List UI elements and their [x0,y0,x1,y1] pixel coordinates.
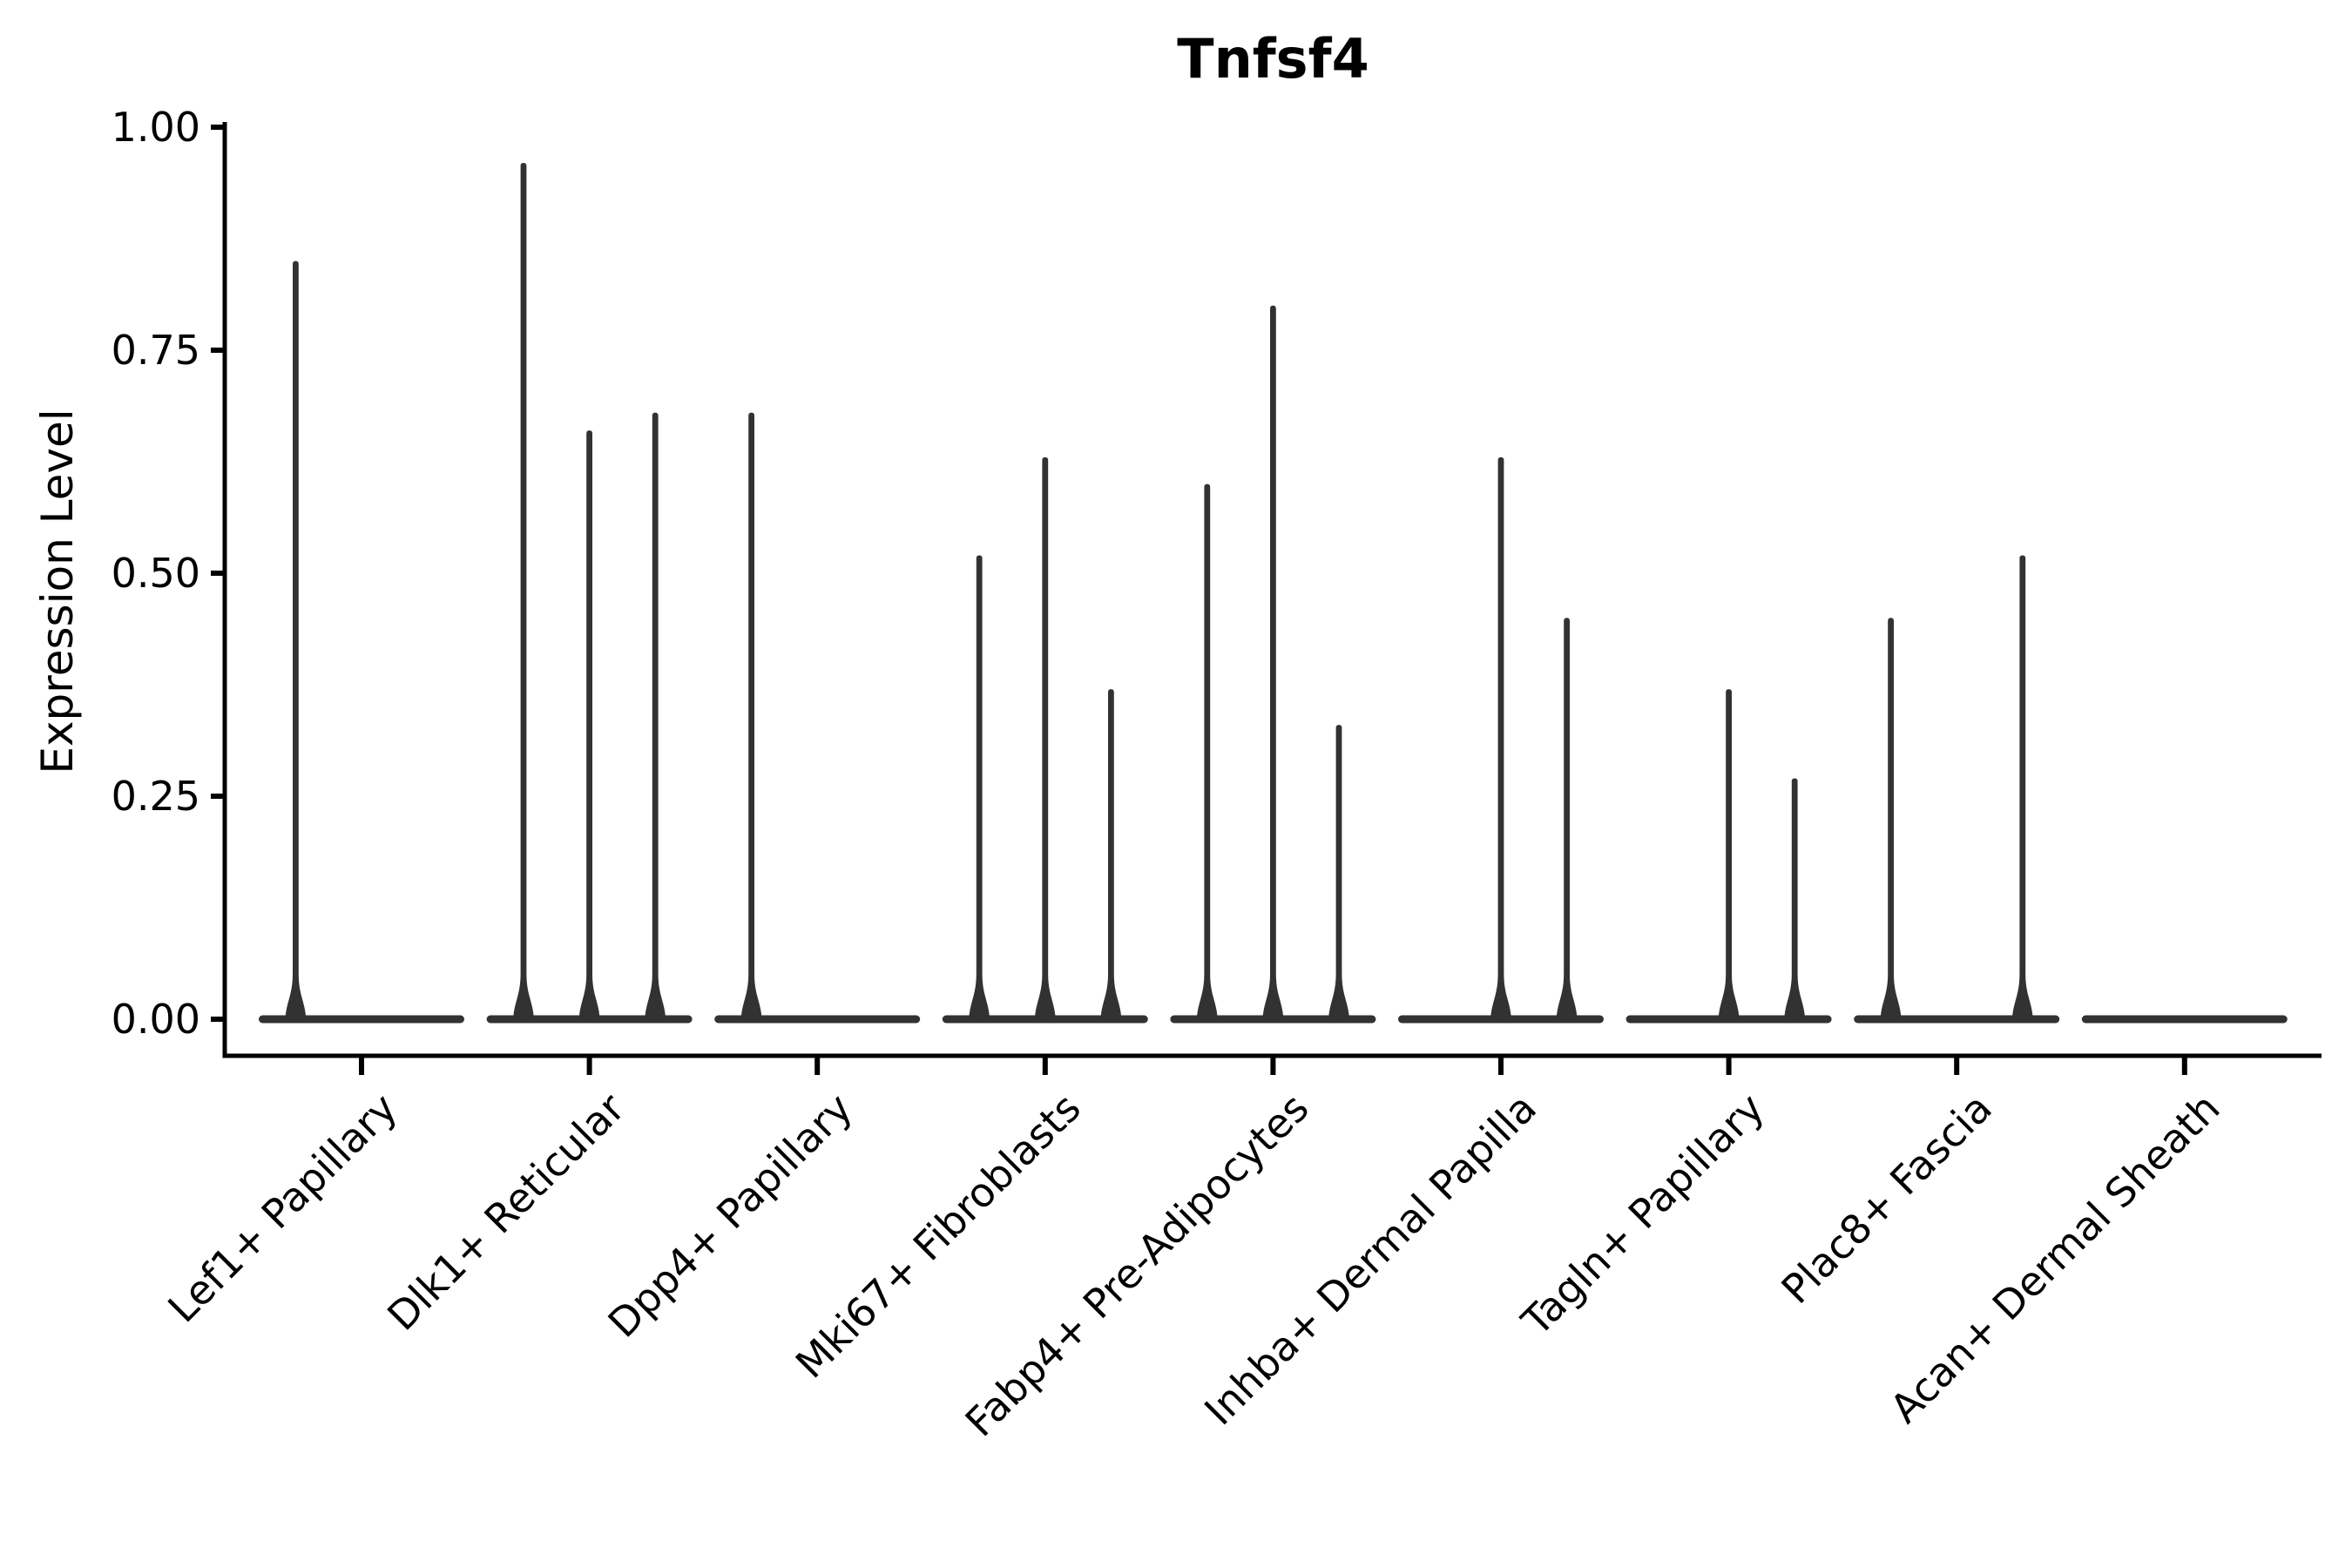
violin-baseline [714,1015,921,1024]
violin-baseline [1854,1015,2060,1024]
violin-spike [1100,689,1122,1023]
y-tick-label: 0.50 [111,550,200,597]
violin-spike [513,162,534,1023]
y-tick-label: 0.75 [111,327,200,374]
violin-spike [1328,725,1349,1023]
violin-spike [969,555,990,1023]
violin-spike [1784,778,1806,1023]
violin-spike [645,412,666,1023]
y-tick-label: 0.00 [111,996,200,1043]
violin-spike [1880,618,1902,1023]
violin-spike [1196,483,1218,1023]
violin-spike [1490,456,1511,1023]
violin-spike [578,430,600,1023]
violin-spike [2011,555,2033,1023]
violin-spike [1262,305,1284,1023]
plot-title: Tnfsf4 [1177,27,1369,91]
violin-spike [740,412,762,1023]
violin-spike [1034,456,1056,1023]
violin-baseline [2081,1015,2288,1024]
violin-baseline [259,1015,464,1024]
violin-spike [1556,618,1578,1023]
violin-spike [1718,689,1740,1023]
y-tick-label: 1.00 [111,104,200,151]
y-tick-label: 0.25 [111,773,200,820]
violin-spike [285,260,307,1023]
